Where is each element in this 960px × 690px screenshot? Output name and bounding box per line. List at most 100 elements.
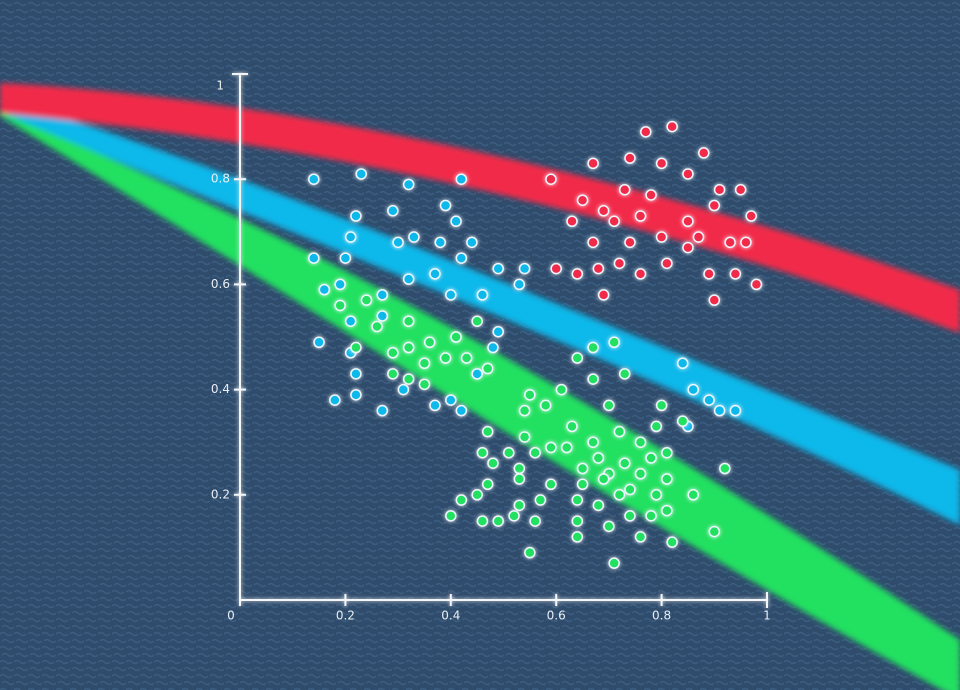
point [655, 399, 668, 412]
point [745, 210, 757, 222]
point [545, 441, 557, 454]
point [545, 478, 557, 491]
point [455, 173, 468, 185]
point [618, 457, 631, 469]
point [587, 236, 599, 249]
point [634, 468, 647, 480]
point [492, 262, 504, 275]
point [434, 236, 447, 249]
point [634, 531, 647, 543]
point [645, 452, 657, 464]
point [513, 278, 526, 291]
point [571, 352, 584, 364]
point [729, 404, 742, 417]
point [518, 404, 531, 417]
point [708, 199, 721, 212]
point [344, 315, 357, 327]
point [650, 489, 663, 501]
point [624, 236, 636, 249]
point [645, 510, 657, 522]
y-tick-label: 0.2 [211, 487, 230, 501]
point [471, 315, 483, 327]
point [492, 515, 504, 527]
point [661, 504, 673, 517]
point [344, 231, 357, 243]
x-tick-label: 1 [763, 609, 771, 623]
point [740, 236, 752, 249]
point [603, 399, 615, 412]
point [450, 215, 462, 228]
point [703, 268, 715, 280]
point [318, 283, 331, 296]
point [418, 357, 431, 370]
point [387, 347, 399, 359]
point [445, 510, 457, 522]
point [676, 357, 689, 370]
point [455, 404, 468, 417]
point [729, 268, 742, 280]
point [576, 478, 589, 491]
point [571, 494, 584, 506]
point [613, 257, 626, 270]
point [350, 389, 362, 401]
point [587, 157, 599, 170]
point [308, 173, 320, 185]
point [634, 210, 647, 222]
point [603, 520, 615, 533]
point [592, 499, 605, 512]
point [376, 404, 389, 417]
point [634, 268, 647, 280]
point [460, 352, 473, 364]
point [445, 394, 457, 406]
point [624, 510, 636, 522]
point [429, 399, 441, 412]
point [539, 399, 552, 412]
point [518, 262, 531, 275]
point [476, 515, 489, 527]
point [655, 231, 668, 243]
y-tick-label: 0.6 [211, 277, 230, 291]
point [387, 205, 399, 217]
point [350, 210, 362, 222]
point [724, 236, 736, 249]
point [682, 241, 694, 254]
point [708, 525, 721, 538]
point [402, 341, 415, 354]
point [587, 373, 599, 385]
point [719, 462, 731, 475]
red-band [0, 83, 960, 333]
point [618, 368, 631, 380]
point [513, 499, 526, 512]
point [555, 383, 568, 396]
point [503, 446, 515, 459]
x-tick-label: 0 [227, 609, 235, 623]
point [439, 199, 452, 212]
point [576, 194, 589, 206]
point [655, 157, 668, 170]
point [455, 494, 468, 506]
point [402, 178, 415, 191]
point [508, 510, 520, 522]
point [466, 236, 478, 249]
point [402, 373, 415, 385]
point [713, 183, 726, 196]
point [666, 120, 678, 133]
point [597, 289, 610, 301]
axes [232, 73, 768, 608]
point [692, 231, 705, 243]
points [308, 120, 763, 569]
point [334, 299, 346, 312]
point [313, 336, 325, 349]
point [350, 368, 362, 380]
point [524, 546, 536, 559]
point [624, 152, 636, 164]
point [571, 515, 584, 527]
point [439, 352, 452, 364]
y-tick-label: 0.4 [211, 382, 230, 396]
point [608, 336, 620, 349]
point [445, 289, 457, 301]
point [676, 415, 689, 427]
point [550, 262, 562, 275]
